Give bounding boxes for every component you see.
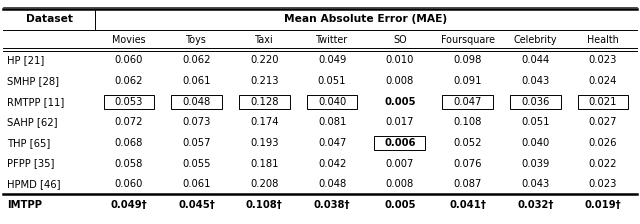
Text: 0.040: 0.040 <box>521 138 549 148</box>
Text: 0.007: 0.007 <box>386 159 414 168</box>
Text: 0.087: 0.087 <box>453 179 482 189</box>
Text: 0.098: 0.098 <box>453 56 482 65</box>
Text: 0.010: 0.010 <box>386 56 414 65</box>
Text: 0.053: 0.053 <box>115 97 143 107</box>
Text: 0.073: 0.073 <box>182 117 211 127</box>
Text: 0.058: 0.058 <box>115 159 143 168</box>
Text: 0.027: 0.027 <box>589 117 617 127</box>
Text: 0.174: 0.174 <box>250 117 278 127</box>
Text: IMTPP: IMTPP <box>7 200 42 210</box>
Text: 0.005: 0.005 <box>384 200 415 210</box>
Text: 0.043: 0.043 <box>521 179 549 189</box>
Text: Celebrity: Celebrity <box>513 35 557 45</box>
Text: 0.023: 0.023 <box>589 179 617 189</box>
Text: 0.036: 0.036 <box>521 97 549 107</box>
Text: 0.021: 0.021 <box>589 97 617 107</box>
Text: 0.038†: 0.038† <box>314 200 350 210</box>
Text: 0.008: 0.008 <box>386 76 414 86</box>
Text: 0.008: 0.008 <box>386 179 414 189</box>
Text: 0.017: 0.017 <box>385 117 414 127</box>
Text: 0.022: 0.022 <box>589 159 617 168</box>
Text: 0.061: 0.061 <box>182 179 211 189</box>
Text: 0.193: 0.193 <box>250 138 278 148</box>
Text: THP [65]: THP [65] <box>7 138 51 148</box>
Text: RMTPP [11]: RMTPP [11] <box>7 97 64 107</box>
Text: 0.081: 0.081 <box>318 117 346 127</box>
Text: 0.061: 0.061 <box>182 76 211 86</box>
Text: 0.024: 0.024 <box>589 76 617 86</box>
Text: Dataset: Dataset <box>26 14 72 24</box>
Text: 0.042: 0.042 <box>318 159 346 168</box>
Text: Foursquare: Foursquare <box>440 35 495 45</box>
Text: 0.043: 0.043 <box>521 76 549 86</box>
Text: 0.060: 0.060 <box>115 56 143 65</box>
Text: 0.062: 0.062 <box>182 56 211 65</box>
Text: 0.108: 0.108 <box>453 117 482 127</box>
Text: PFPP [35]: PFPP [35] <box>7 159 54 168</box>
Text: Mean Absolute Error (MAE): Mean Absolute Error (MAE) <box>284 14 447 24</box>
Text: 0.040: 0.040 <box>318 97 346 107</box>
Text: Health: Health <box>587 35 619 45</box>
Text: 0.057: 0.057 <box>182 138 211 148</box>
Text: 0.213: 0.213 <box>250 76 278 86</box>
Text: SAHP [62]: SAHP [62] <box>7 117 58 127</box>
Text: 0.048: 0.048 <box>318 179 346 189</box>
Text: SMHP [28]: SMHP [28] <box>7 76 59 86</box>
Text: 0.019†: 0.019† <box>584 200 621 210</box>
Text: 0.047: 0.047 <box>318 138 346 148</box>
Text: HPMD [46]: HPMD [46] <box>7 179 61 189</box>
Text: Taxi: Taxi <box>255 35 274 45</box>
Text: Movies: Movies <box>112 35 146 45</box>
Text: 0.220: 0.220 <box>250 56 278 65</box>
Text: 0.006: 0.006 <box>384 138 415 148</box>
Text: 0.091: 0.091 <box>453 76 482 86</box>
Text: 0.049†: 0.049† <box>111 200 147 210</box>
Text: 0.051: 0.051 <box>318 76 346 86</box>
Text: 0.005: 0.005 <box>384 97 415 107</box>
Text: 0.039: 0.039 <box>521 159 549 168</box>
Text: 0.032†: 0.032† <box>517 200 554 210</box>
Text: 0.181: 0.181 <box>250 159 278 168</box>
Text: 0.072: 0.072 <box>115 117 143 127</box>
Text: Toys: Toys <box>186 35 207 45</box>
Text: SO: SO <box>393 35 406 45</box>
Text: 0.055: 0.055 <box>182 159 211 168</box>
Text: 0.023: 0.023 <box>589 56 617 65</box>
Text: 0.208: 0.208 <box>250 179 278 189</box>
Text: 0.068: 0.068 <box>115 138 143 148</box>
Text: 0.051: 0.051 <box>521 117 550 127</box>
Text: 0.076: 0.076 <box>453 159 482 168</box>
Text: 0.062: 0.062 <box>115 76 143 86</box>
Text: 0.060: 0.060 <box>115 179 143 189</box>
Text: 0.108†: 0.108† <box>246 200 283 210</box>
Text: 0.128: 0.128 <box>250 97 278 107</box>
Text: 0.026: 0.026 <box>589 138 617 148</box>
Text: 0.049: 0.049 <box>318 56 346 65</box>
Text: 0.041†: 0.041† <box>449 200 486 210</box>
Text: Twitter: Twitter <box>316 35 348 45</box>
Text: HP [21]: HP [21] <box>7 56 44 65</box>
Text: 0.052: 0.052 <box>453 138 482 148</box>
Text: 0.047: 0.047 <box>453 97 482 107</box>
Text: 0.044: 0.044 <box>521 56 549 65</box>
Text: 0.048: 0.048 <box>182 97 211 107</box>
Text: 0.045†: 0.045† <box>179 200 215 210</box>
